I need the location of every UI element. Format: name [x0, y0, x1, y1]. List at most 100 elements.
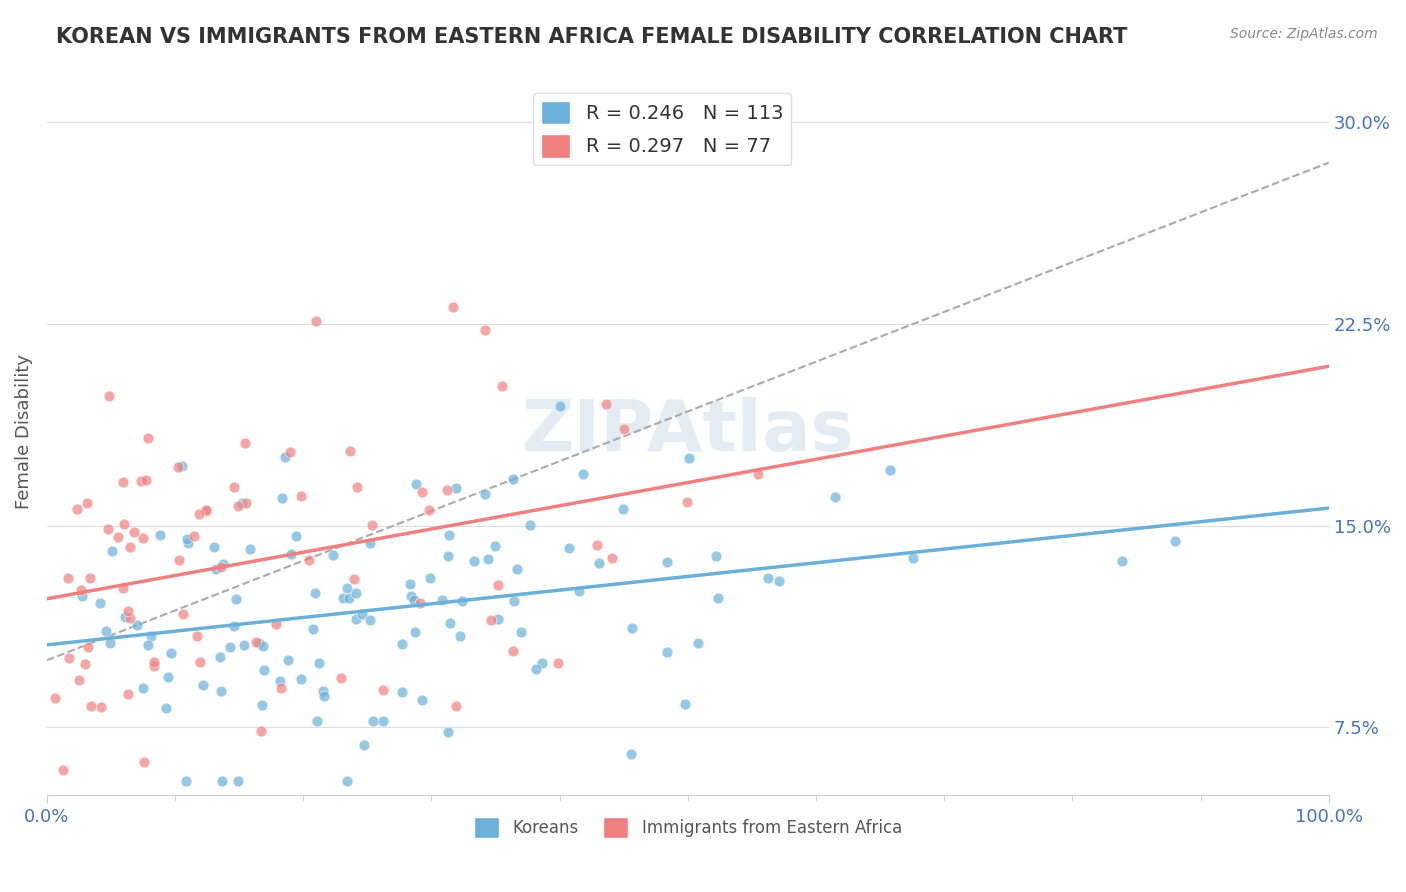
Point	[307, 714, 329, 728]
Point	[250, 698, 273, 713]
Point	[160, 646, 183, 660]
Point	[399, 589, 422, 603]
Point	[51, 763, 73, 777]
Point	[432, 593, 454, 607]
Point	[441, 300, 464, 314]
Point	[620, 621, 643, 635]
Point	[519, 517, 541, 532]
Point	[290, 489, 312, 503]
Point	[98, 636, 121, 650]
Text: Source: ZipAtlas.com: Source: ZipAtlas.com	[1230, 27, 1378, 41]
Point	[75, 657, 97, 672]
Point	[657, 555, 679, 569]
Point	[142, 659, 165, 673]
Point	[202, 540, 225, 554]
Point	[612, 502, 634, 516]
Point	[436, 483, 458, 497]
Point	[225, 591, 247, 606]
Point	[305, 314, 328, 328]
Point	[250, 724, 273, 739]
Point	[436, 549, 458, 564]
Point	[269, 674, 291, 689]
Point	[136, 431, 159, 445]
Point	[280, 547, 302, 561]
Point	[342, 572, 364, 586]
Point	[439, 615, 461, 630]
Point	[187, 507, 209, 521]
Point	[451, 594, 474, 608]
Point	[264, 617, 287, 632]
Point	[176, 532, 198, 546]
Point	[350, 607, 373, 622]
Point	[143, 655, 166, 669]
Point	[209, 650, 232, 665]
Point	[613, 422, 636, 436]
Point	[568, 583, 591, 598]
Point	[336, 774, 359, 789]
Point	[486, 578, 509, 592]
Point	[290, 672, 312, 686]
Point	[707, 591, 730, 606]
Point	[44, 690, 66, 705]
Point	[747, 467, 769, 481]
Point	[270, 681, 292, 695]
Point	[188, 656, 211, 670]
Point	[336, 581, 359, 595]
Point	[111, 581, 134, 595]
Point	[231, 495, 253, 509]
Point	[339, 444, 361, 458]
Point	[339, 591, 361, 605]
Point	[226, 774, 249, 789]
Point	[235, 495, 257, 509]
Point	[344, 612, 367, 626]
Point	[284, 529, 307, 543]
Point	[112, 475, 135, 489]
Point	[373, 683, 395, 698]
Point	[174, 774, 197, 789]
Point	[704, 549, 727, 564]
Point	[97, 522, 120, 536]
Point	[157, 670, 180, 684]
Point	[444, 699, 467, 714]
Point	[77, 640, 100, 654]
Point	[332, 591, 354, 606]
Point	[408, 595, 430, 609]
Point	[172, 607, 194, 622]
Point	[138, 638, 160, 652]
Point	[101, 544, 124, 558]
Point	[204, 562, 226, 576]
Text: KOREAN VS IMMIGRANTS FROM EASTERN AFRICA FEMALE DISABILITY CORRELATION CHART: KOREAN VS IMMIGRANTS FROM EASTERN AFRICA…	[56, 27, 1128, 46]
Point	[139, 628, 162, 642]
Point	[120, 610, 142, 624]
Point	[398, 576, 420, 591]
Point	[278, 445, 301, 459]
Point	[346, 480, 368, 494]
Point	[67, 673, 90, 687]
Point	[673, 698, 696, 712]
Point	[194, 503, 217, 517]
Point	[344, 586, 367, 600]
Point	[359, 613, 381, 627]
Point	[271, 491, 294, 506]
Point	[167, 459, 190, 474]
Point	[879, 463, 901, 477]
Point	[135, 473, 157, 487]
Point	[548, 399, 571, 413]
Point	[195, 503, 218, 517]
Point	[58, 571, 80, 585]
Point	[308, 656, 330, 670]
Point	[312, 683, 335, 698]
Point	[474, 323, 496, 337]
Point	[502, 594, 524, 608]
Point	[76, 496, 98, 510]
Point	[124, 524, 146, 539]
Point	[322, 548, 344, 562]
Point	[125, 618, 148, 632]
Point	[314, 690, 336, 704]
Point	[572, 467, 595, 481]
Point	[118, 541, 141, 555]
Point	[253, 663, 276, 677]
Point	[506, 561, 529, 575]
Point	[411, 693, 433, 707]
Point	[66, 502, 89, 516]
